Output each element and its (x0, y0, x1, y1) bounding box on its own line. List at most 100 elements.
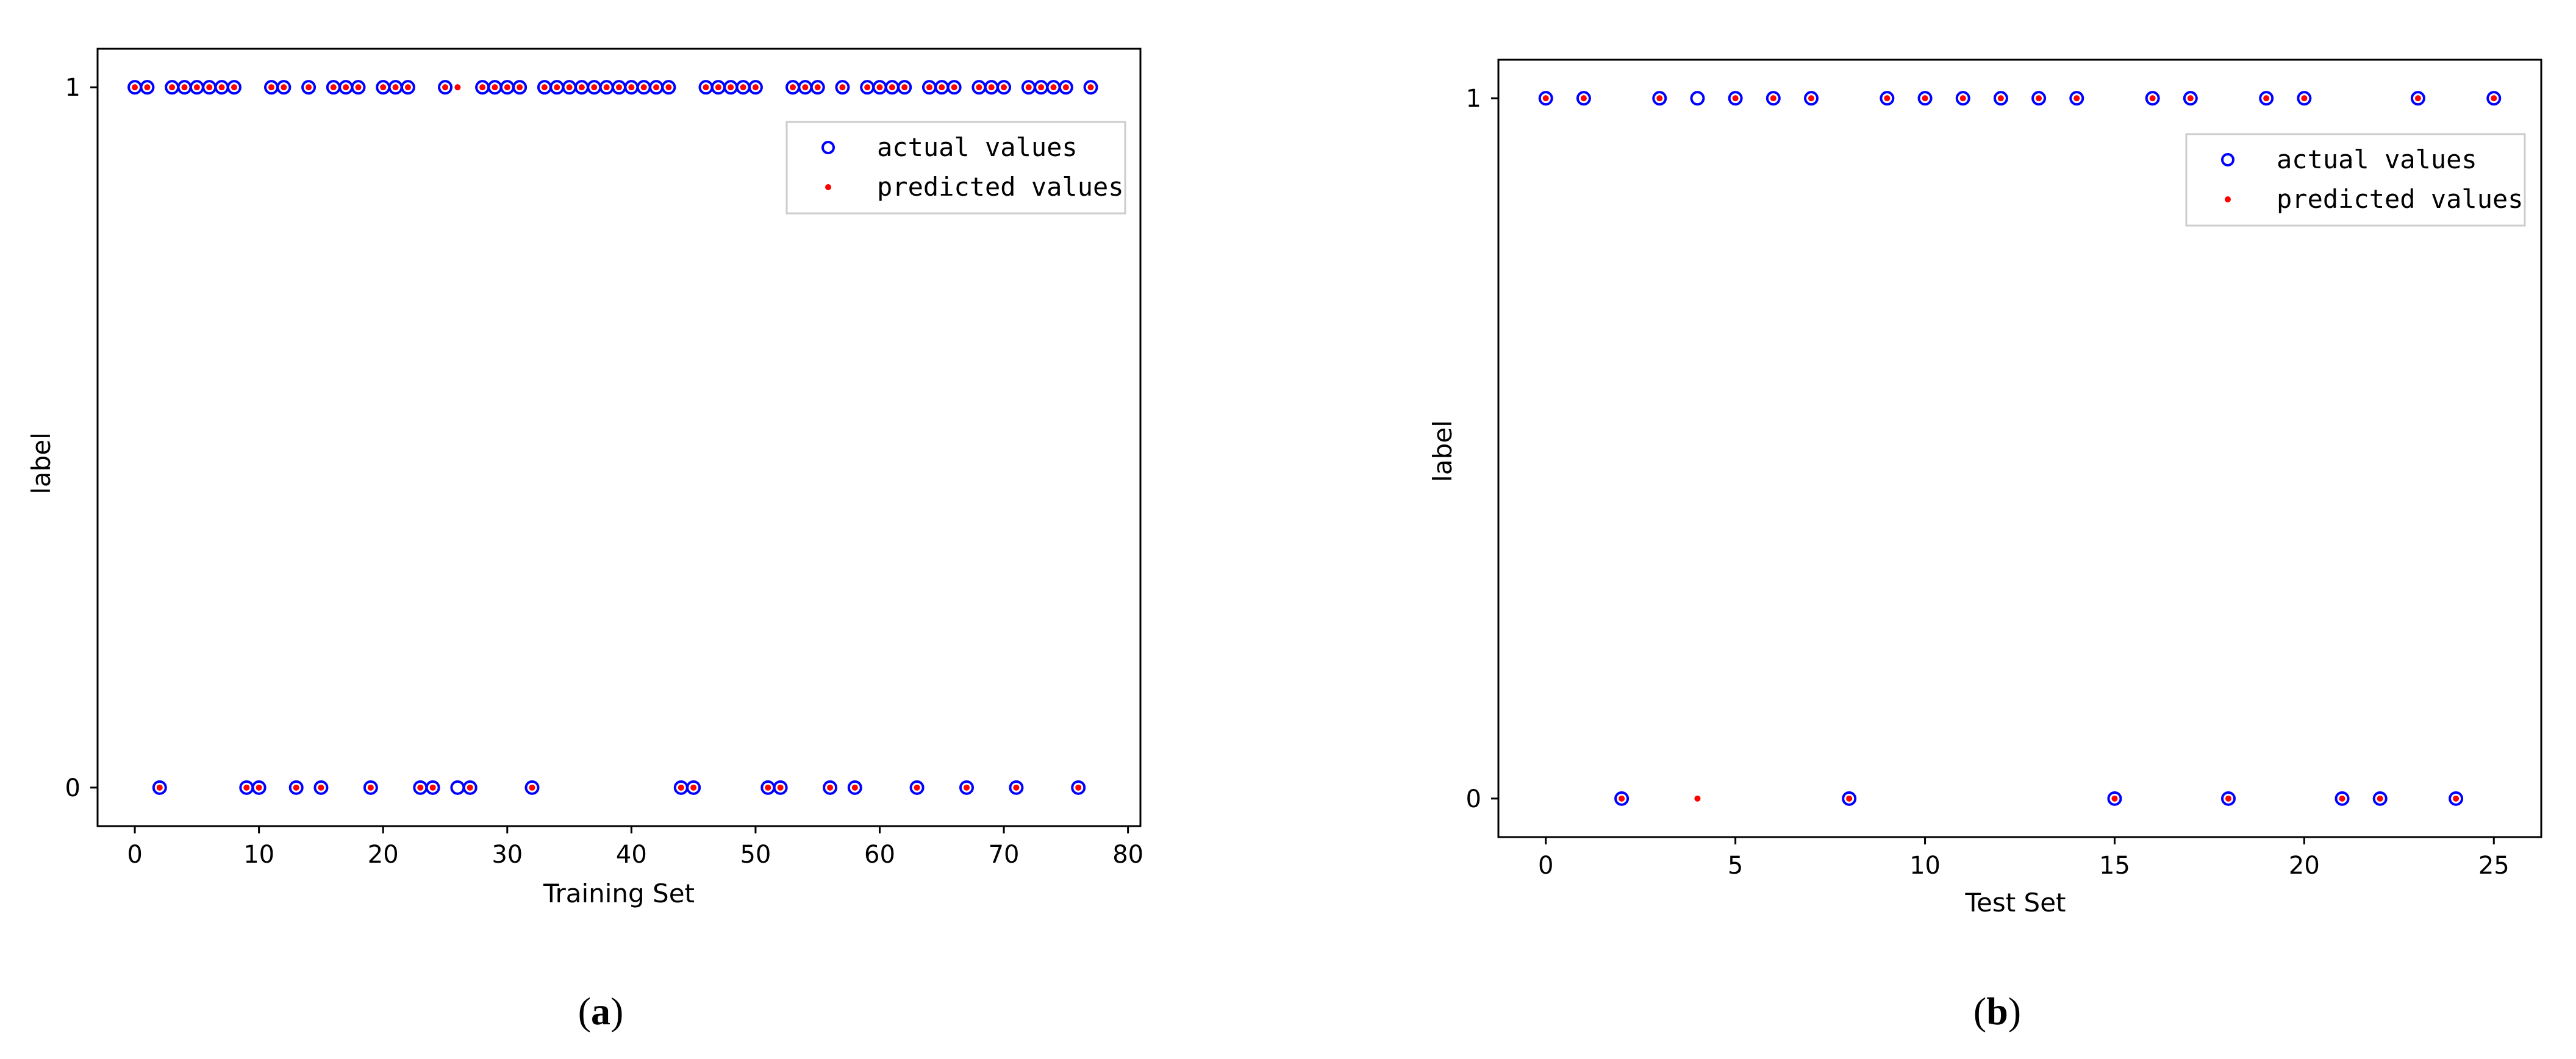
actual-point-a-15 (313, 780, 329, 795)
predicted-point-a-71 (1013, 784, 1020, 791)
legend-predicted-label-b: predicted values (2277, 184, 2524, 214)
predicted-point-a-6 (206, 84, 213, 91)
panel-a: 0 10 20 30 40 50 60 70 80 0 1 Training Set label a… (26, 48, 1143, 1033)
predicted-point-a-42 (653, 84, 660, 91)
actual-point-a-62 (897, 80, 912, 95)
actual-point-a-67 (959, 780, 974, 795)
actual-point-a-25 (438, 80, 453, 95)
predicted-point-a-29 (492, 84, 498, 91)
x-tick-label-a-8: 80 (1112, 841, 1143, 869)
actual-point-b-12 (1993, 91, 2008, 106)
predicted-point-b-16 (2149, 95, 2156, 102)
predicted-point-a-3 (169, 84, 176, 91)
predicted-point-a-49 (740, 84, 746, 91)
predicted-point-b-10 (1922, 95, 1928, 102)
x-tick-label-b-5: 25 (2478, 852, 2510, 880)
actual-point-b-23 (2410, 91, 2425, 106)
predicted-point-a-18 (355, 84, 362, 91)
predicted-point-b-14 (2073, 95, 2080, 102)
actual-point-a-31 (512, 80, 528, 95)
predicted-point-a-25 (442, 84, 448, 91)
predicted-point-a-15 (318, 784, 324, 791)
actual-point-b-3 (1652, 91, 1667, 106)
legend-predicted-marker-b (2225, 196, 2231, 202)
legend-predicted-label-a: predicted values (877, 172, 1124, 202)
actual-point-a-18 (351, 80, 366, 95)
predicted-point-a-54 (802, 84, 809, 91)
predicted-point-a-57 (839, 84, 846, 91)
x-tick-label-b-3: 15 (2099, 852, 2130, 880)
predicted-point-a-36 (578, 84, 585, 91)
predicted-point-a-20 (380, 84, 387, 91)
caption-b: (b) (1973, 989, 2021, 1033)
predicted-point-a-11 (268, 84, 274, 91)
predicted-point-a-58 (851, 784, 858, 791)
predicted-point-a-59 (864, 84, 871, 91)
predicted-point-b-18 (2225, 795, 2231, 802)
predicted-point-b-9 (1884, 95, 1891, 102)
actual-point-a-22 (400, 80, 415, 95)
predicted-point-a-24 (429, 784, 436, 791)
predicted-point-a-51 (765, 784, 771, 791)
predicted-point-a-77 (1087, 84, 1094, 91)
predicted-point-b-2 (1619, 795, 1625, 802)
actual-point-b-13 (2031, 91, 2047, 106)
predicted-point-b-21 (2339, 795, 2345, 802)
actual-point-b-21 (2334, 791, 2350, 806)
predicted-point-a-0 (132, 84, 138, 91)
data-points-b (1538, 91, 2502, 806)
actual-point-a-71 (1009, 780, 1024, 795)
actual-point-b-15 (2107, 791, 2122, 806)
actual-point-b-11 (1955, 91, 1970, 106)
actual-point-a-55 (810, 80, 825, 95)
predicted-point-a-63 (914, 784, 920, 791)
predicted-point-a-39 (616, 84, 622, 91)
predicted-point-a-12 (281, 84, 287, 91)
actual-point-b-8 (1842, 791, 1857, 806)
actual-point-b-17 (2183, 91, 2198, 106)
predicted-point-a-16 (330, 84, 337, 91)
predicted-point-a-73 (1038, 84, 1045, 91)
predicted-point-a-22 (404, 84, 411, 91)
predicted-point-a-17 (343, 84, 349, 91)
actual-point-a-66 (946, 80, 962, 95)
predicted-point-a-34 (554, 84, 560, 91)
actual-point-a-43 (661, 80, 676, 95)
predicted-point-a-66 (951, 84, 957, 91)
predicted-point-a-64 (926, 84, 932, 91)
legend-b: actual values predicted values (2185, 133, 2526, 227)
actual-point-b-22 (2372, 791, 2388, 806)
axis-ticks-b: 0 5 10 15 20 25 0 1 (1466, 85, 2510, 880)
predicted-point-a-19 (367, 784, 374, 791)
predicted-point-a-47 (715, 84, 721, 91)
predicted-point-a-68 (976, 84, 982, 91)
y-tick-label-b-0: 0 (1466, 785, 1481, 813)
actual-point-b-18 (2221, 791, 2236, 806)
legend-frame-b (2185, 133, 2526, 227)
actual-point-b-10 (1917, 91, 1933, 106)
predicted-point-a-53 (790, 84, 796, 91)
predicted-point-b-17 (2187, 95, 2194, 102)
actual-point-b-9 (1880, 91, 1895, 106)
predicted-point-a-26 (454, 84, 461, 91)
predicted-point-a-74 (1050, 84, 1057, 91)
predicted-point-b-8 (1846, 795, 1853, 802)
predicted-point-b-23 (2414, 95, 2421, 102)
actual-point-a-27 (462, 780, 478, 795)
predicted-point-b-20 (2301, 95, 2308, 102)
x-axis-label-b: Test Set (1964, 888, 2066, 918)
predicted-point-a-37 (591, 84, 598, 91)
predicted-point-b-4 (1694, 795, 1701, 802)
predicted-point-a-13 (293, 784, 299, 791)
predicted-point-a-76 (1075, 784, 1082, 791)
actual-point-a-56 (823, 780, 838, 795)
actual-point-a-58 (847, 780, 862, 795)
actual-point-a-19 (363, 780, 378, 795)
predicted-point-a-40 (628, 84, 635, 91)
predicted-point-a-62 (901, 84, 908, 91)
predicted-point-a-70 (1001, 84, 1007, 91)
predicted-point-a-41 (640, 84, 647, 91)
predicted-point-b-12 (1997, 95, 2004, 102)
predicted-point-b-3 (1656, 95, 1663, 102)
